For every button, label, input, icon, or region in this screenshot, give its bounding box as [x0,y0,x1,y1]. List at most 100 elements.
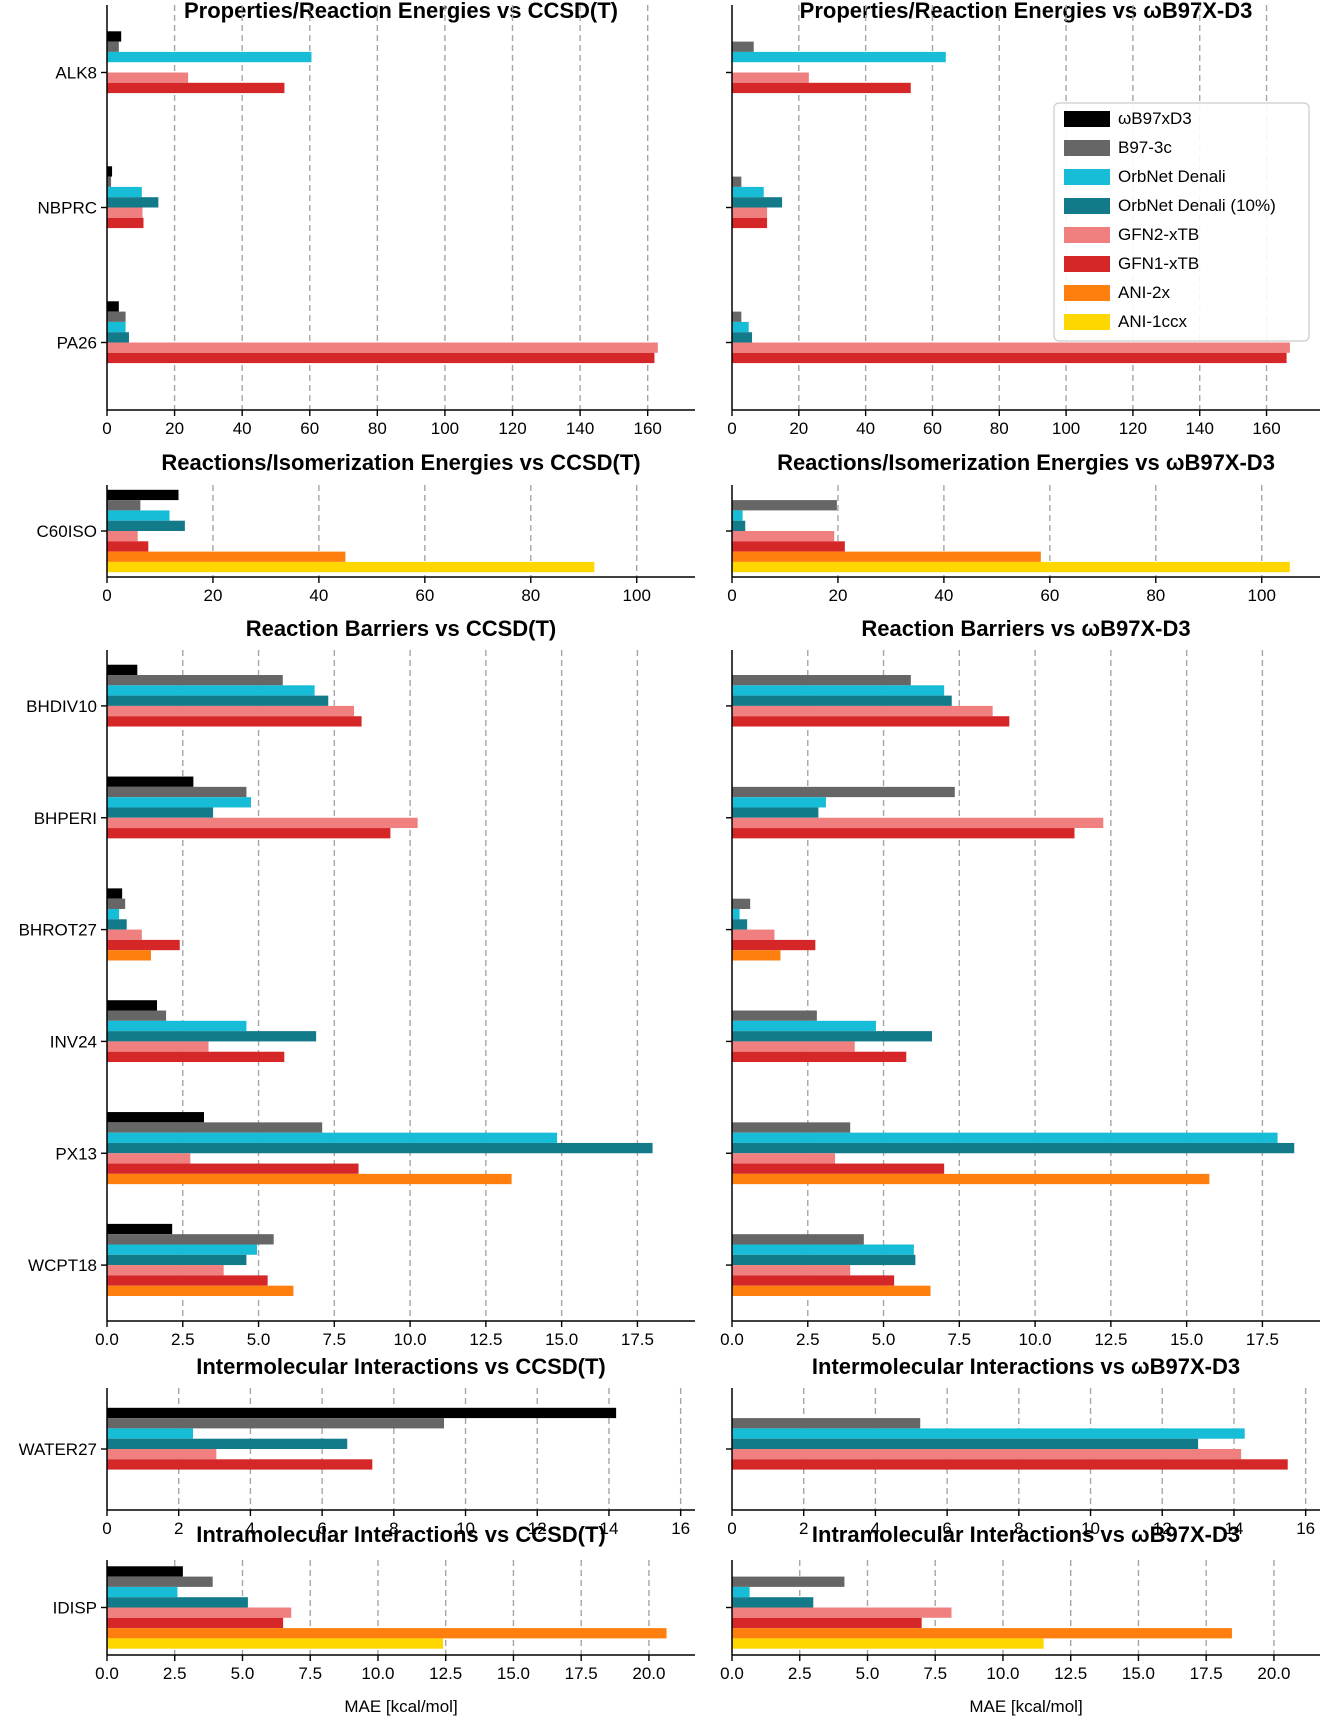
bar-bhperi-b97-3c [107,786,247,798]
bar-water27-b97-3c [107,1418,445,1429]
bar-c60iso-orbnet-denali [732,510,743,521]
panel-title: Properties/Reaction Energies vs ωB97X-D3 [800,0,1253,23]
x-tick-label: 0 [727,586,736,605]
bar-idisp-ani-1ccx [107,1638,443,1649]
x-tick-label: 2 [799,1519,808,1538]
bar-bhdiv10-orbnet-denali [732,685,945,696]
bar-bhdiv10-b97-3c [732,675,911,686]
x-tick-label: 12.5 [1054,1664,1087,1683]
x-tick-label: 0 [727,419,736,438]
legend-swatch-b97-3c [1064,140,1110,156]
x-tick-label: 0 [102,419,111,438]
x-tick-label: 15.0 [545,1330,578,1349]
x-tick-label: 17.5 [621,1330,654,1349]
bar-idisp-orbnet-denali-10 [732,1597,814,1608]
bar-bhdiv10-gfn1-xtb [732,716,1010,727]
bar-idisp-orbnet-denali [732,1586,750,1598]
bar-bhperi-wb97xd3 [107,776,194,787]
x-tick-label: 8 [389,1519,398,1538]
legend-label-orbnet-denali: OrbNet Denali [1118,167,1226,186]
bar-nbprc-b97-3c [107,176,112,187]
category-label: WCPT18 [28,1256,97,1275]
legend: ωB97xD3 B97-3c OrbNet Denali OrbNet Denali … [1053,102,1310,342]
legend-label-ani-1ccx: ANI-1ccx [1118,312,1187,331]
chart-panel-intramolecular-interactions-vs-ccsd-t: Intramolecular Interactions vs CCSD(T) ID… [53,1522,695,1716]
bar-c60iso-gfn2-xtb [107,531,138,542]
x-tick-label: 15.0 [497,1664,530,1683]
bar-c60iso-b97-3c [732,500,837,511]
bar-px13-ani-2x [107,1173,512,1185]
bar-wcpt18-orbnet-denali-10 [732,1254,916,1266]
panel-title: Reactions/Isomerization Energies vs ωB97… [777,450,1275,475]
bar-px13-ani-2x [732,1173,1210,1185]
bar-bhperi-orbnet-denali-10 [732,807,819,818]
legend-frame [1053,102,1310,342]
x-tick-label: 80 [990,419,1009,438]
x-axis-title: MAE [kcal/mol] [344,1697,457,1716]
bar-pa26-b97-3c [107,311,126,322]
category-label: C60ISO [37,522,97,541]
chart-panel-intermolecular-interactions-vs-ccsd-t: Intermolecular Interactions vs CCSD(T) WA… [19,1354,695,1538]
bar-alk8-orbnet-denali [732,51,946,63]
bar-water27-gfn2-xtb [107,1449,217,1460]
bar-pa26-gfn2-xtb [107,342,658,353]
x-tick-label: 12.5 [469,1330,502,1349]
x-axis-title: MAE [kcal/mol] [969,1697,1082,1716]
category-label: BHROT27 [19,921,97,940]
category-label: BHPERI [34,809,97,828]
category-label: BHDIV10 [26,697,97,716]
bar-c60iso-wb97xd3 [107,489,179,501]
bar-px13-wb97xd3 [107,1112,204,1123]
legend-swatch-orbnet-denali [1064,169,1110,185]
bar-alk8-b97-3c [732,41,754,52]
bar-wcpt18-orbnet-denali-10 [107,1254,247,1266]
bar-bhdiv10-orbnet-denali-10 [732,695,952,706]
x-tick-label: 2 [174,1519,183,1538]
bar-wcpt18-orbnet-denali [732,1244,914,1255]
bar-idisp-gfn2-xtb [107,1607,292,1618]
bar-inv24-wb97xd3 [107,1000,158,1011]
x-tick-label: 20 [828,586,847,605]
legend-label-gfn1-xtb: GFN1-xTB [1118,254,1199,273]
legend-swatch-orbnet-denali-10 [1064,198,1110,214]
bar-bhrot27-gfn2-xtb [732,929,775,940]
x-tick-label: 60 [415,586,434,605]
x-tick-label: 10.0 [986,1664,1019,1683]
bar-water27-orbnet-denali-10 [732,1438,1199,1449]
bar-bhdiv10-gfn2-xtb [732,705,993,717]
bar-inv24-gfn1-xtb [732,1051,907,1063]
x-tick-label: 5.0 [872,1330,896,1349]
bar-inv24-gfn1-xtb [107,1051,285,1063]
category-label: WATER27 [19,1440,97,1459]
x-tick-label: 5.0 [231,1664,255,1683]
bar-wcpt18-gfn1-xtb [732,1275,895,1286]
chart-panel-reactions-isomerization-energies-vs-wb97x-d3: Reactions/Isomerization Energies vs ωB97… [726,450,1320,605]
x-tick-label: 100 [623,586,651,605]
x-tick-label: 8 [1014,1519,1023,1538]
x-tick-label: 7.5 [322,1330,346,1349]
bar-px13-gfn1-xtb [732,1163,945,1174]
x-tick-label: 80 [368,419,387,438]
x-tick-label: 20 [165,419,184,438]
bar-water27-wb97xd3 [107,1407,617,1419]
bar-c60iso-ani-1ccx [107,561,595,573]
bar-wcpt18-b97-3c [107,1234,274,1245]
bar-px13-orbnet-denali [107,1132,558,1143]
panel-title: Intramolecular Interactions vs CCSD(T) [196,1522,606,1547]
bar-alk8-orbnet-denali [107,51,312,63]
bar-c60iso-orbnet-denali-10 [107,520,185,531]
bar-idisp-wb97xd3 [107,1566,183,1577]
bar-alk8-gfn1-xtb [732,82,911,94]
x-tick-label: 60 [300,419,319,438]
bar-c60iso-gfn2-xtb [732,531,835,542]
bar-inv24-orbnet-denali-10 [732,1031,933,1042]
bar-bhdiv10-orbnet-denali [107,685,315,696]
bar-wcpt18-orbnet-denali [107,1244,258,1255]
x-tick-label: 10.0 [394,1330,427,1349]
x-tick-label: 6 [942,1519,951,1538]
panel-title: Intermolecular Interactions vs ωB97X-D3 [812,1354,1240,1379]
bar-bhrot27-wb97xd3 [107,888,123,899]
bar-bhrot27-b97-3c [107,898,126,909]
x-tick-label: 100 [1248,586,1276,605]
bar-wcpt18-b97-3c [732,1234,864,1245]
